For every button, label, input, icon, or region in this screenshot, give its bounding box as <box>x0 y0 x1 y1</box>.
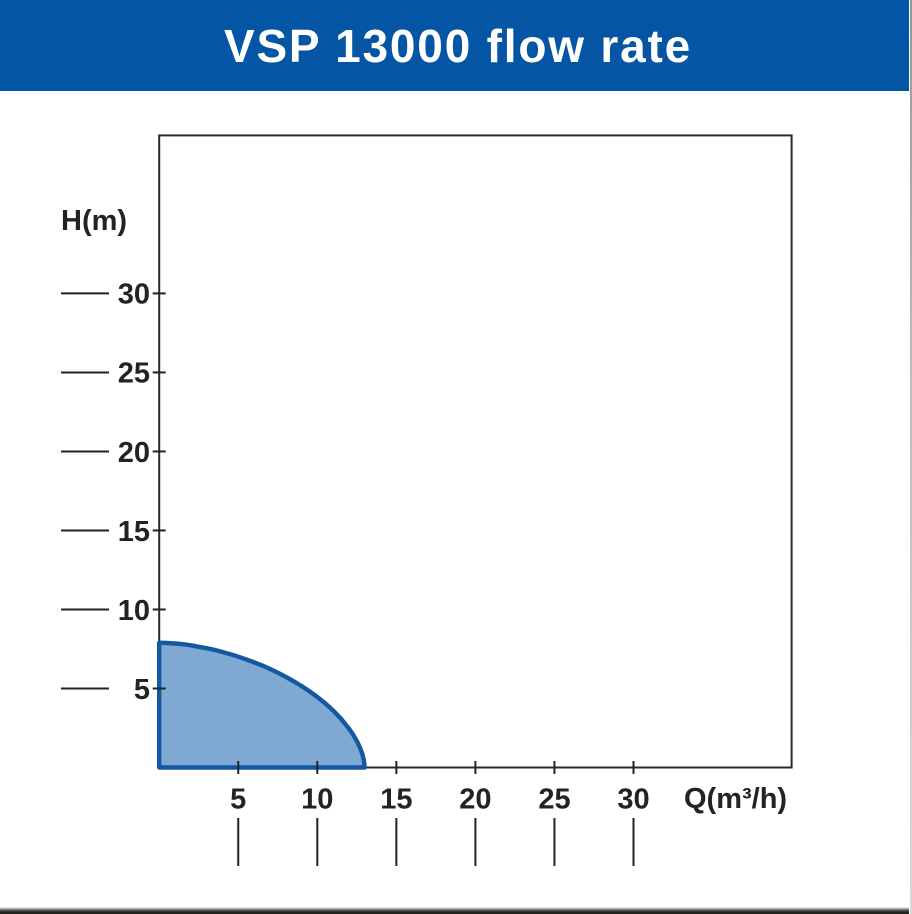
x-axis-title: Q(m³/h) <box>684 783 787 815</box>
x-tick-label: 10 <box>301 784 333 816</box>
bottom-edge-strip <box>0 907 909 914</box>
y-tick-label: 30 <box>118 279 150 311</box>
y-tick-label: 10 <box>118 595 150 627</box>
x-tick-label: 20 <box>459 784 491 816</box>
chart-title: VSP 13000 flow rate <box>223 19 693 72</box>
y-axis-title: H(m) <box>61 205 127 237</box>
x-tick-label: 30 <box>617 784 649 816</box>
x-tick-label: 5 <box>230 784 246 816</box>
flow-envelope-area <box>157 640 367 770</box>
title-bar: VSP 13000 flow rate <box>0 0 909 91</box>
y-tick-label: 15 <box>118 516 150 548</box>
x-tick-label: 25 <box>538 784 570 816</box>
right-edge-border <box>910 0 912 914</box>
y-tick-label: 25 <box>118 358 150 390</box>
y-tick-label: 5 <box>134 674 150 706</box>
y-tick-label: 20 <box>118 437 150 469</box>
x-tick-label: 15 <box>380 784 412 816</box>
